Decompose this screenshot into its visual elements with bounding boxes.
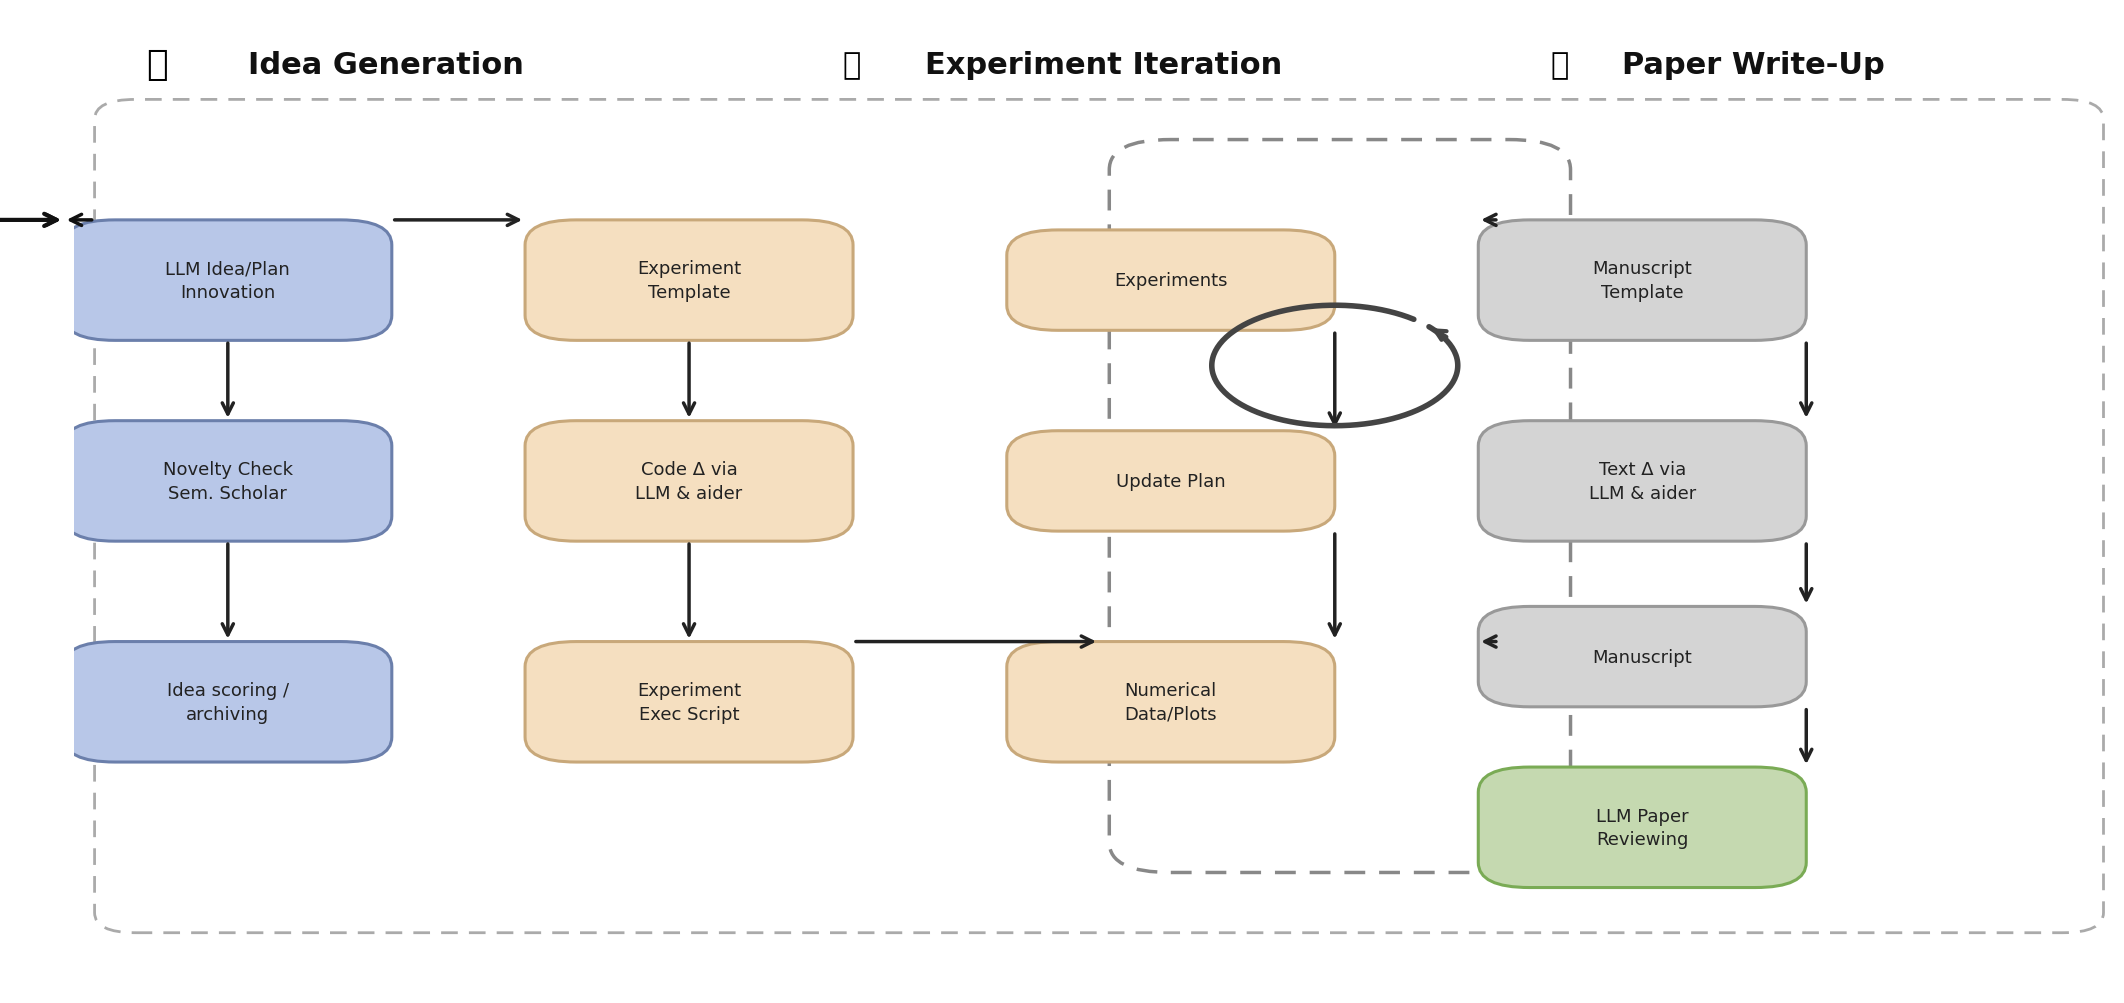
FancyBboxPatch shape xyxy=(525,642,854,762)
Text: Manuscript
Template: Manuscript Template xyxy=(1593,260,1693,302)
FancyBboxPatch shape xyxy=(64,421,391,542)
FancyBboxPatch shape xyxy=(1478,607,1805,707)
FancyBboxPatch shape xyxy=(64,642,391,762)
Text: Paper Write-Up: Paper Write-Up xyxy=(1623,51,1884,79)
FancyBboxPatch shape xyxy=(1007,231,1334,331)
Text: 📋: 📋 xyxy=(1551,51,1568,79)
Text: Manuscript: Manuscript xyxy=(1593,648,1693,666)
Text: Text Δ via
LLM & aider: Text Δ via LLM & aider xyxy=(1589,460,1695,503)
FancyBboxPatch shape xyxy=(1007,431,1334,532)
Text: Novelty Check
Sem. Scholar: Novelty Check Sem. Scholar xyxy=(164,460,293,503)
Text: Experiment
Template: Experiment Template xyxy=(637,260,741,302)
Text: 💡: 💡 xyxy=(147,48,168,82)
FancyBboxPatch shape xyxy=(1007,642,1334,762)
FancyBboxPatch shape xyxy=(525,421,854,542)
Text: LLM Paper
Reviewing: LLM Paper Reviewing xyxy=(1595,806,1689,849)
Text: Experiment Iteration: Experiment Iteration xyxy=(924,51,1283,79)
Text: Experiments: Experiments xyxy=(1113,272,1228,290)
FancyBboxPatch shape xyxy=(1478,767,1805,888)
FancyBboxPatch shape xyxy=(1478,421,1805,542)
FancyBboxPatch shape xyxy=(1478,221,1805,341)
Text: Experiment
Exec Script: Experiment Exec Script xyxy=(637,681,741,723)
Text: Idea Generation: Idea Generation xyxy=(249,51,525,79)
Text: LLM Idea/Plan
Innovation: LLM Idea/Plan Innovation xyxy=(166,260,291,302)
Text: Code Δ via
LLM & aider: Code Δ via LLM & aider xyxy=(635,460,743,503)
Text: Update Plan: Update Plan xyxy=(1115,472,1226,490)
Text: 🖥: 🖥 xyxy=(843,51,860,79)
FancyBboxPatch shape xyxy=(525,221,854,341)
Text: Numerical
Data/Plots: Numerical Data/Plots xyxy=(1124,681,1217,723)
FancyBboxPatch shape xyxy=(64,221,391,341)
Text: Idea scoring /
archiving: Idea scoring / archiving xyxy=(168,681,289,723)
